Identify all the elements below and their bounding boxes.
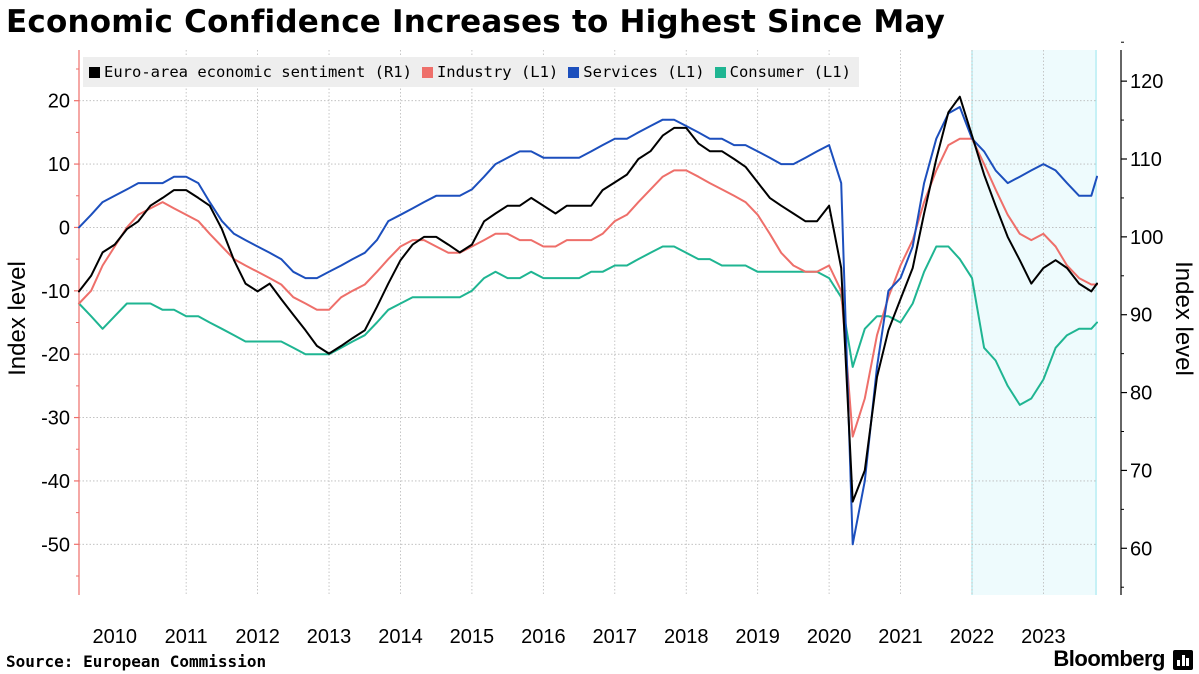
series-line-services	[78, 106, 1098, 546]
left-tick-label: -30	[41, 408, 70, 430]
left-tick-label: -50	[41, 534, 70, 556]
x-tick-label: 2015	[450, 626, 495, 648]
legend-label-sentiment: Euro-area economic sentiment (R1)	[104, 63, 412, 81]
legend-label-consumer: Consumer (L1)	[729, 63, 851, 81]
left-axis-title: Index level	[4, 261, 31, 376]
left-tick-label: 0	[59, 217, 70, 239]
chart-legend: Euro-area economic sentiment (R1) Indust…	[83, 57, 859, 87]
x-tick-label: 2019	[735, 626, 780, 648]
series-line-sentiment	[78, 95, 1098, 503]
right-tick-label: 100	[1130, 227, 1163, 249]
x-tick-label: 2018	[664, 626, 709, 648]
right-tick-label: 60	[1130, 538, 1152, 560]
right-tick-label: 120	[1130, 71, 1163, 93]
series-line-industry	[78, 137, 1098, 438]
gridlines	[79, 50, 1097, 595]
right-tick-label: 80	[1130, 383, 1152, 405]
x-tick-label: 2017	[593, 626, 638, 648]
source-note: Source: European Commission	[6, 652, 267, 671]
right-axis-title: Index level	[1170, 261, 1197, 376]
left-tick-label: -20	[41, 344, 70, 366]
x-tick-label: 2013	[307, 626, 352, 648]
legend-swatch-industry	[421, 66, 433, 78]
x-tick-label: 2014	[378, 626, 423, 648]
shaded-period	[971, 50, 1097, 595]
right-tick-label: 70	[1130, 460, 1152, 482]
x-tick-label: 2021	[878, 626, 923, 648]
x-tick-label: 2016	[521, 626, 566, 648]
right-tick-label: 110	[1130, 149, 1162, 171]
x-tick-label: 2023	[1021, 626, 1066, 648]
legend-swatch-sentiment	[89, 66, 100, 78]
x-tick-label: 2012	[235, 626, 280, 648]
legend-label-services: Services (L1)	[583, 63, 705, 81]
bloomberg-logo: Bloomberg	[1053, 646, 1165, 671]
series-line-consumer	[78, 245, 1098, 406]
series-lines	[78, 95, 1098, 546]
left-tick-label: -10	[41, 281, 70, 303]
legend-swatch-services	[568, 66, 580, 78]
x-tick-label: 2020	[807, 626, 852, 648]
legend-item-consumer: Consumer (L1)	[714, 63, 851, 81]
x-tick-label: 2010	[92, 626, 137, 648]
x-tick-label: 2011	[165, 626, 208, 648]
bloomberg-mark-icon	[1173, 650, 1193, 670]
legend-item-industry: Industry (L1)	[421, 63, 559, 81]
legend-swatch-consumer	[714, 66, 726, 78]
chart-title: Economic Confidence Increases to Highest…	[6, 4, 946, 40]
left-tick-label: 20	[48, 91, 70, 113]
legend-item-sentiment: Euro-area economic sentiment (R1)	[89, 63, 412, 81]
left-tick-label: 10	[48, 154, 70, 176]
legend-label-industry: Industry (L1)	[436, 63, 559, 81]
right-tick-label: 90	[1130, 305, 1152, 327]
x-tick-label: 2022	[950, 626, 995, 648]
legend-item-services: Services (L1)	[568, 63, 705, 81]
shaded-period-area	[971, 50, 1097, 595]
left-tick-label: -40	[41, 471, 70, 493]
